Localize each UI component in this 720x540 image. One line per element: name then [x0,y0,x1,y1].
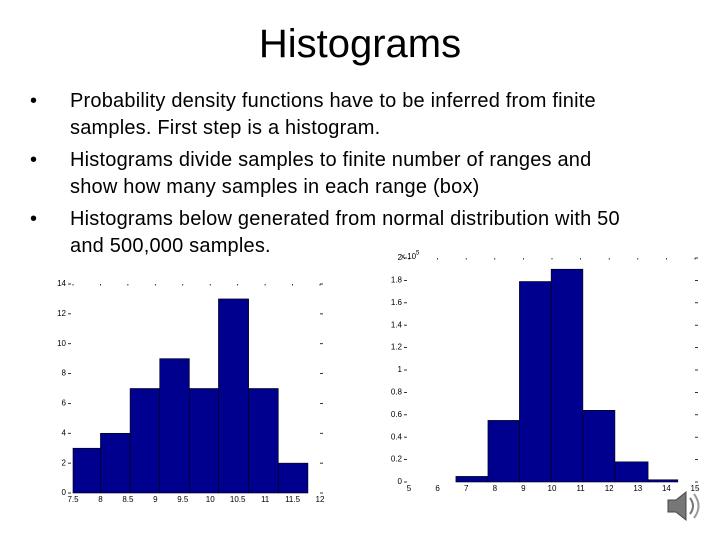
bar [248,388,279,494]
x-tick-label: 8.5 [122,495,134,504]
bullet: Histograms divide samples to finite numb… [30,147,640,201]
bar [218,298,249,494]
bullet-list: Probability density functions have to be… [30,88,640,265]
y-tick-label: 12 [57,309,66,318]
y-tick-label: 1 [398,365,403,374]
y-tick-label: 1.4 [391,320,403,329]
y-tick-label: 4 [62,428,67,437]
x-tick-label: 10 [548,484,557,493]
x-tick-label: 8 [493,484,498,493]
x-tick-label: 6 [435,484,440,493]
x-tick-label: 9 [153,495,158,504]
y-tick-label: 1.2 [391,343,403,352]
x-tick-label: 13 [633,484,642,493]
x-tick-label: 7 [464,484,469,493]
bullet: Probability density functions have to be… [30,88,640,142]
bar [582,410,616,483]
y-tick-label: 10 [57,339,66,348]
x-tick-label: 15 [691,484,700,493]
x-tick-label: 10 [206,495,215,504]
y-tick-label: 6 [62,399,67,408]
y-tick-label: 8 [62,369,67,378]
y-tick-label: 0.2 [391,455,403,464]
slide-title: Histograms [258,22,462,66]
bar [159,358,190,494]
x-tick-label: 8 [98,495,103,504]
x-tick-label: 12 [316,495,325,504]
x-tick-label: 9.5 [177,495,189,504]
x-tick-label: 11 [261,495,270,504]
y-tick-label: 0 [398,477,403,486]
bar [100,432,131,494]
y-tick-label: 1.6 [391,298,403,307]
x-tick-label: 5 [407,484,412,493]
bar [277,462,309,494]
y-tick-label: 0.6 [391,410,403,419]
x-tick-label: 9 [521,484,526,493]
bar [189,388,219,494]
speaker-icon [667,490,700,522]
x-tick-label: 14 [662,484,671,493]
bar [647,479,679,483]
bar [487,420,520,483]
y-tick-label: 0.8 [391,388,403,397]
bar [614,461,649,483]
y-tick-label: 14 [57,279,66,288]
bar [550,268,584,483]
y-tick-label: 1.8 [391,276,403,285]
bar [519,281,552,483]
x-tick-label: 10.5 [230,495,246,504]
bar [455,476,489,483]
y-tick-label: 0.4 [391,432,403,441]
x-tick-label: 11 [576,484,585,493]
x-tick-label: 7.5 [67,495,79,504]
bar [72,447,101,494]
y-tick-label: 0 [62,488,67,497]
x-tick-label: 12 [605,484,614,493]
bar [129,388,161,494]
x-tick-label: 11.5 [285,495,301,504]
y-tick-label: 2 [62,458,67,467]
bullet: Histograms below generated from normal d… [30,206,640,260]
